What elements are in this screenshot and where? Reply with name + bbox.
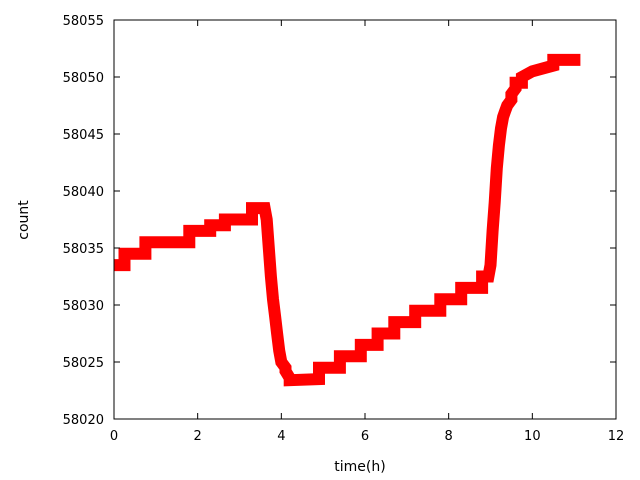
x-tick-label-6: 12 (608, 429, 625, 444)
x-tick-label-3: 6 (361, 429, 369, 444)
y-tick-label-6: 58050 (63, 71, 104, 86)
x-axis-label: time(h) (334, 459, 385, 475)
y-axis-label: count (16, 200, 32, 240)
y-tick-label-0: 58020 (63, 413, 104, 428)
plot-frame (113, 19, 617, 420)
series-layer (114, 53, 581, 387)
series-line-0 (114, 53, 581, 387)
y-tick-label-3: 58035 (63, 242, 104, 257)
y-tick-label-2: 58030 (63, 299, 104, 314)
x-tick-label-2: 4 (277, 429, 285, 444)
x-tick-label-4: 8 (445, 429, 453, 444)
y-tick-label-5: 58045 (63, 128, 104, 143)
axis-layer: 0 2 4 6 8 10 12 58020 58025 58030 58035 58040 58045 5… (63, 14, 625, 444)
x-tick-label-5: 10 (524, 429, 541, 444)
y-tick-label-1: 58025 (63, 356, 104, 371)
x-tick-label-0: 0 (110, 429, 118, 444)
y-tick-label-7: 58055 (63, 14, 104, 29)
x-tick-label-1: 2 (194, 429, 202, 444)
y-tick-label-4: 58040 (63, 185, 104, 200)
